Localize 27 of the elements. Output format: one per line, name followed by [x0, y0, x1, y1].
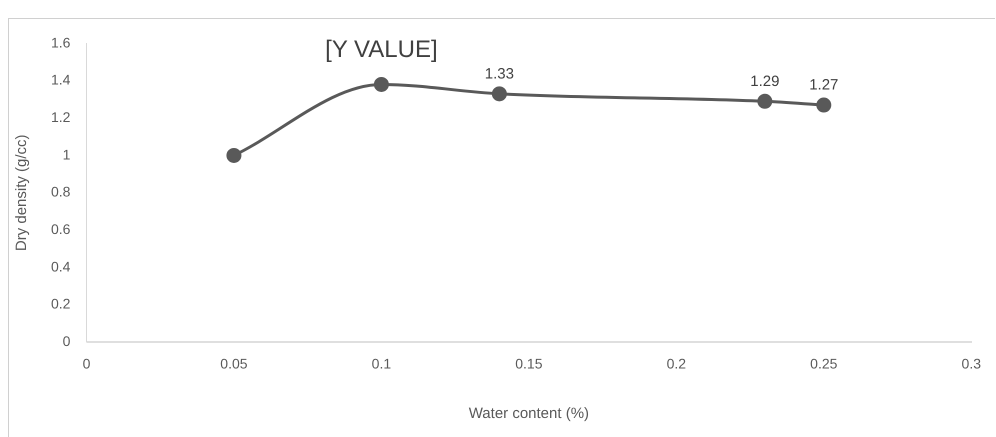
y-tick-label: 0.8 — [50, 184, 71, 200]
point — [816, 98, 832, 113]
y-tick-label: 1.6 — [50, 34, 71, 50]
point — [226, 148, 242, 163]
x-axis-title: Water content (%) — [468, 405, 590, 422]
point — [374, 76, 389, 92]
x-tick-label: 0.2 — [666, 355, 686, 372]
x-tick-label: 0.3 — [962, 355, 982, 372]
data-label: 1.29 — [750, 72, 780, 90]
y-tick-label: 1.2 — [50, 108, 71, 125]
point — [757, 94, 772, 109]
x-tick-label: 0.1 — [372, 355, 392, 372]
data-label: [Y VALUE] — [325, 36, 438, 64]
y-tick-label: 0.4 — [50, 258, 71, 274]
x-tick-label: 0.15 — [515, 355, 543, 372]
y-tick-label: 0.6 — [50, 221, 71, 238]
y-tick-label: 0 — [62, 333, 71, 350]
data-label: 1.33 — [484, 65, 514, 82]
y-tick-label: 1 — [62, 146, 71, 162]
y-tick-label: 1.4 — [50, 72, 71, 88]
x-tick-label: 0 — [82, 355, 91, 372]
point — [492, 86, 507, 102]
y-tick-label: 0.2 — [50, 296, 71, 312]
x-tick-label: 0.05 — [220, 355, 248, 372]
x-tick-label: 0.25 — [810, 355, 838, 372]
data-label: 1.27 — [809, 76, 838, 94]
y-axis-title: Dry density (g/cc) — [13, 134, 30, 252]
